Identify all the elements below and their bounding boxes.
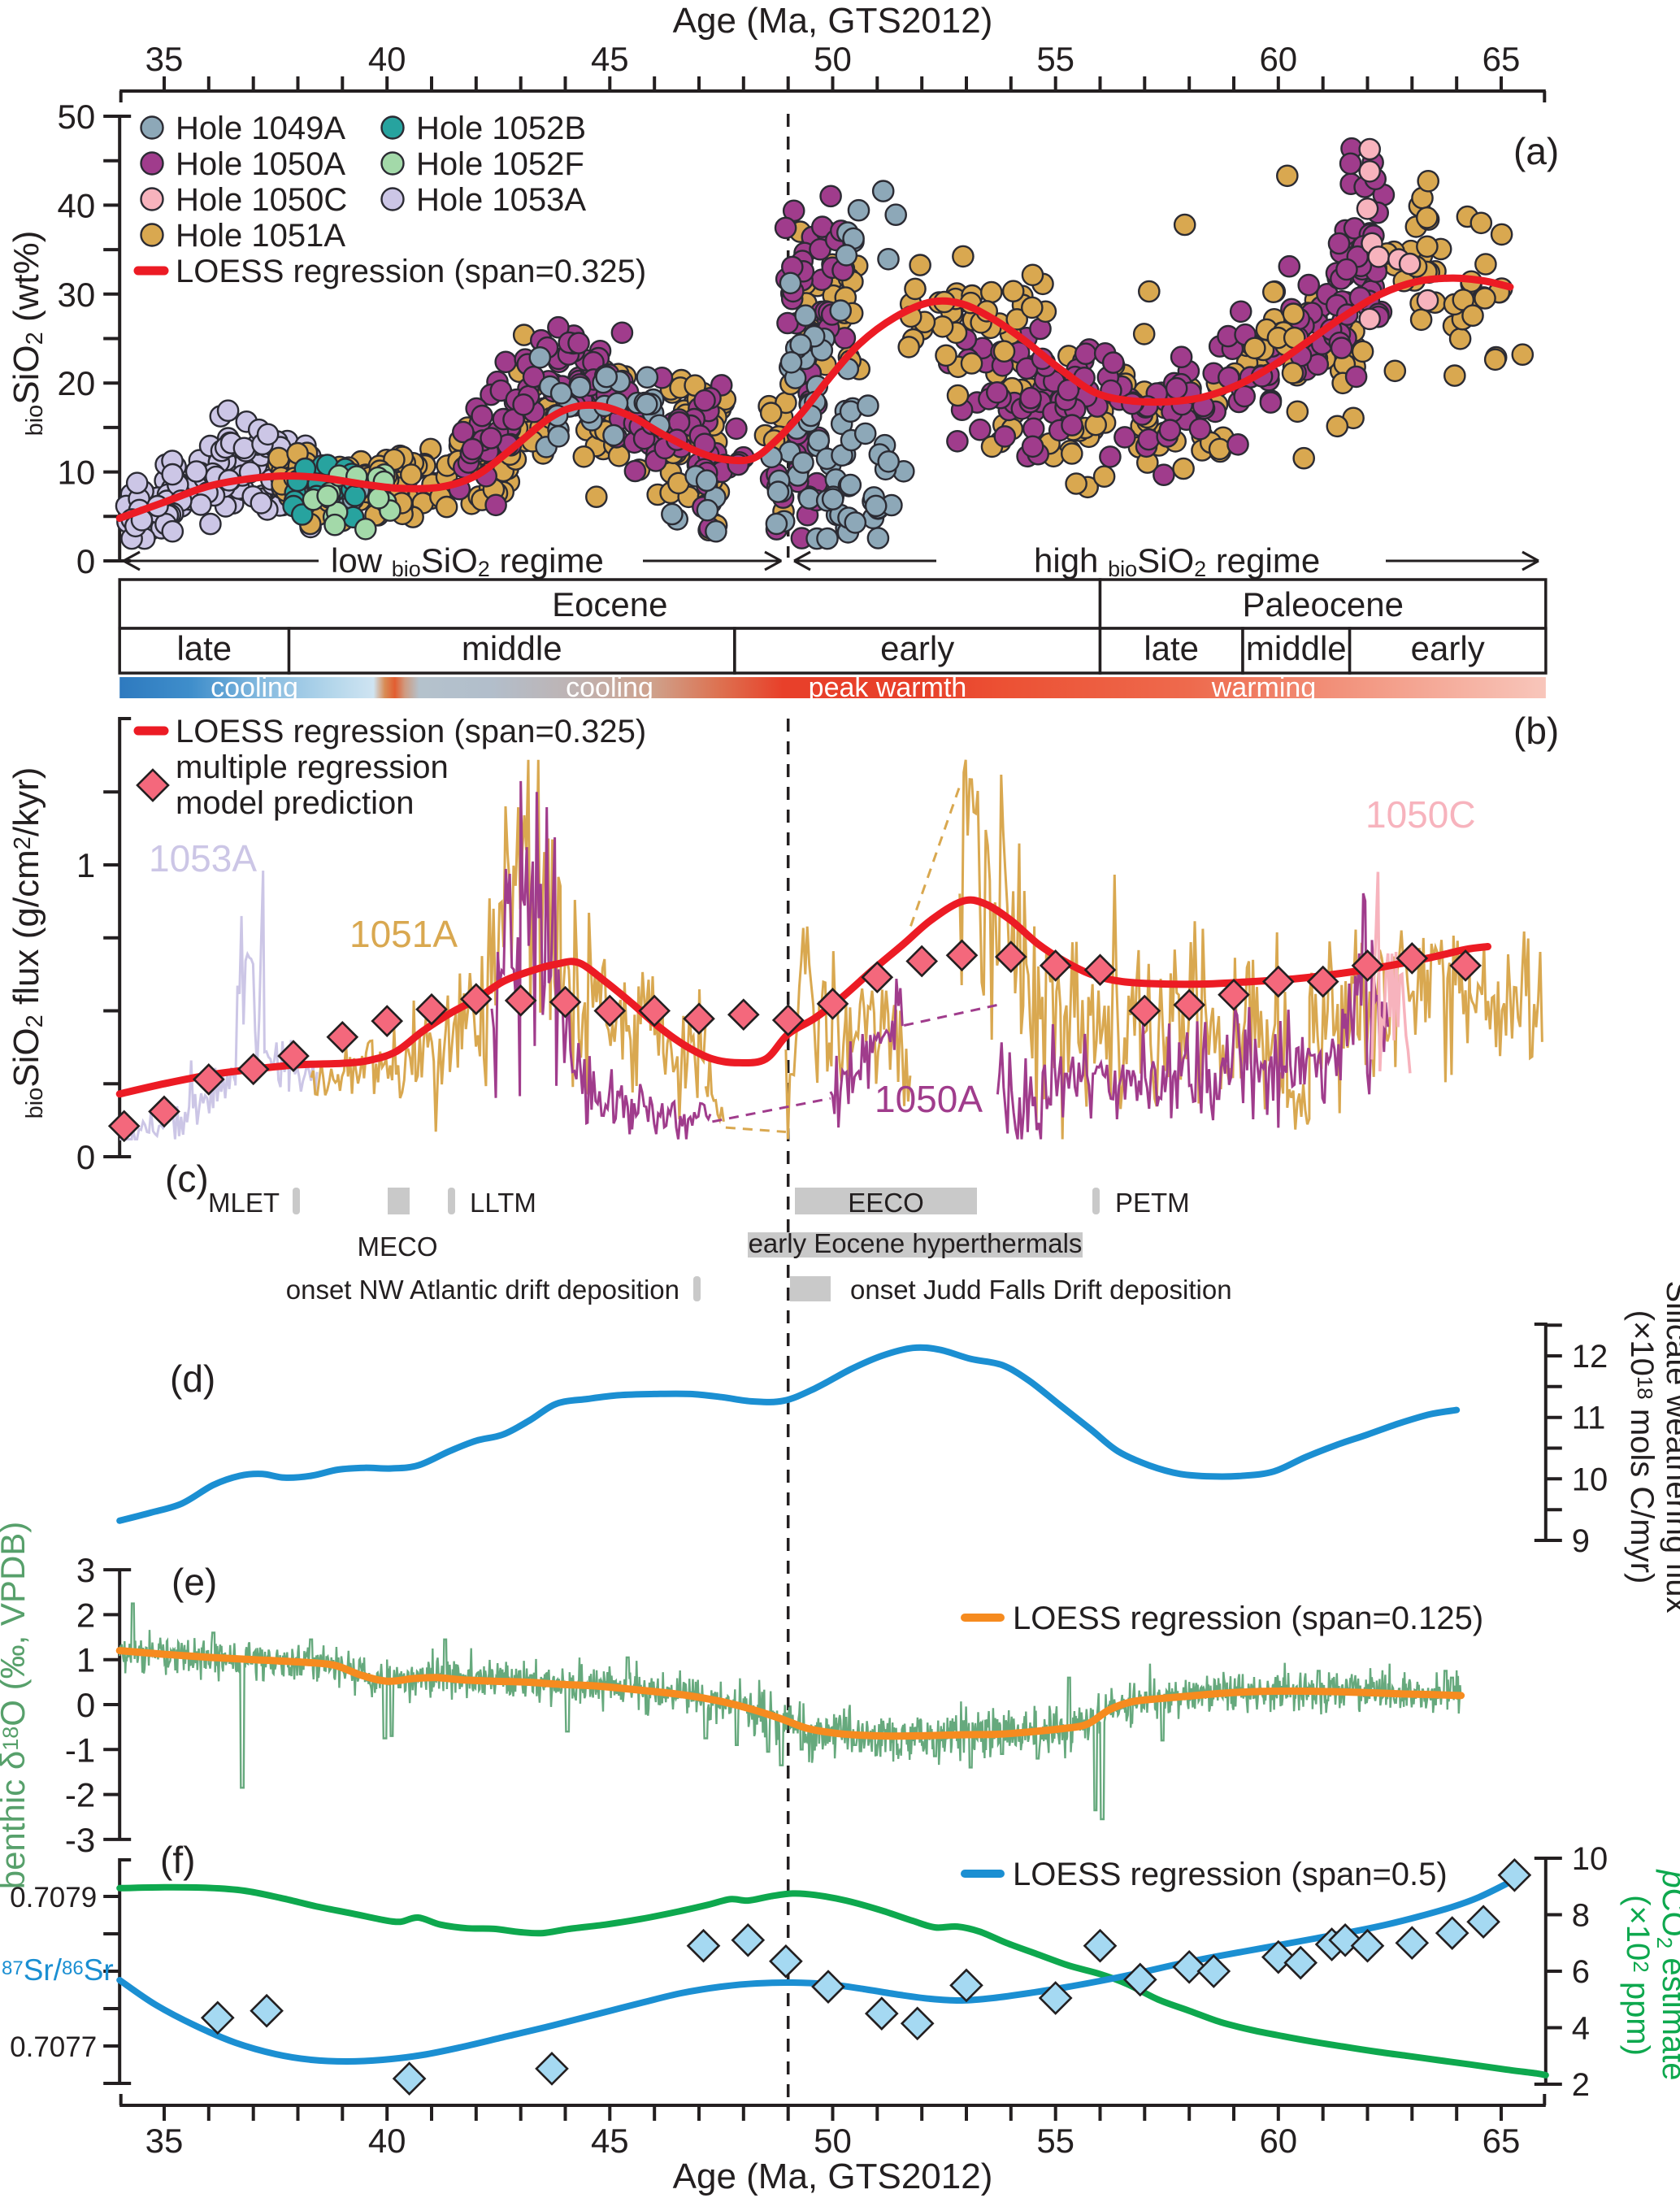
svg-text:late: late bbox=[176, 629, 232, 667]
svg-text:2: 2 bbox=[1572, 2067, 1590, 2103]
svg-text:1: 1 bbox=[76, 846, 95, 884]
svg-text:-3: -3 bbox=[65, 1821, 95, 1859]
svg-text:LOESS regression (span=0.125): LOESS regression (span=0.125) bbox=[1013, 1601, 1483, 1636]
svg-text:early Eocene hyperthermals: early Eocene hyperthermals bbox=[749, 1228, 1083, 1258]
svg-text:(b): (b) bbox=[1513, 710, 1559, 752]
svg-text:45: 45 bbox=[591, 2122, 629, 2160]
svg-text:0: 0 bbox=[76, 1138, 95, 1176]
svg-text:8: 8 bbox=[1572, 1898, 1590, 1934]
svg-text:10: 10 bbox=[1572, 1841, 1608, 1877]
svg-text:onset NW Atlantic drift deposi: onset NW Atlantic drift deposition bbox=[286, 1275, 679, 1305]
svg-text:peak warmth: peak warmth bbox=[809, 672, 967, 703]
svg-text:LOESS regression (span=0.325): LOESS regression (span=0.325) bbox=[176, 254, 646, 289]
svg-text:(a): (a) bbox=[1513, 130, 1559, 172]
svg-text:Silicate weathering flux: Silicate weathering flux bbox=[1660, 1280, 1680, 1613]
svg-text:1050A: 1050A bbox=[875, 1078, 983, 1120]
svg-text:LOESS regression (span=0.325): LOESS regression (span=0.325) bbox=[176, 714, 646, 749]
svg-text:40: 40 bbox=[368, 2122, 406, 2160]
svg-text:PETM: PETM bbox=[1115, 1188, 1190, 1218]
svg-text:1053A: 1053A bbox=[149, 837, 257, 880]
svg-text:low bioSiO2 regime: low bioSiO2 regime bbox=[331, 541, 604, 581]
svg-text:(f): (f) bbox=[160, 1839, 195, 1881]
svg-text:1050C: 1050C bbox=[1365, 793, 1476, 836]
svg-text:2: 2 bbox=[76, 1596, 95, 1634]
svg-text:9: 9 bbox=[1572, 1523, 1590, 1559]
svg-text:45: 45 bbox=[591, 40, 629, 78]
svg-text:early: early bbox=[1411, 629, 1485, 667]
svg-text:10: 10 bbox=[57, 454, 95, 492]
svg-text:0.7077: 0.7077 bbox=[10, 2031, 97, 2063]
svg-text:55: 55 bbox=[1036, 2122, 1074, 2160]
svg-text:multiple regression: multiple regression bbox=[176, 749, 449, 785]
svg-text:pCO2 estimate: pCO2 estimate bbox=[1653, 1869, 1680, 2080]
svg-text:middle: middle bbox=[462, 629, 562, 667]
svg-text:35: 35 bbox=[145, 2122, 184, 2160]
svg-text:Hole 1053A: Hole 1053A bbox=[416, 182, 586, 218]
svg-text:Hole 1050A: Hole 1050A bbox=[176, 146, 345, 182]
svg-text:high bioSiO2 regime: high bioSiO2 regime bbox=[1034, 541, 1320, 581]
svg-text:(×102 ppm): (×102 ppm) bbox=[1620, 1895, 1656, 2056]
svg-text:40: 40 bbox=[57, 186, 95, 224]
svg-text:1: 1 bbox=[76, 1641, 95, 1679]
svg-text:60: 60 bbox=[1259, 2122, 1297, 2160]
svg-text:50: 50 bbox=[57, 98, 95, 136]
svg-text:35: 35 bbox=[145, 40, 184, 78]
svg-text:EECO: EECO bbox=[848, 1188, 924, 1218]
svg-text:Hole 1049A: Hole 1049A bbox=[176, 111, 345, 146]
svg-text:0: 0 bbox=[76, 542, 95, 580]
svg-text:4: 4 bbox=[1572, 2011, 1590, 2047]
svg-text:Hole 1051A: Hole 1051A bbox=[176, 218, 345, 254]
svg-text:50: 50 bbox=[814, 2122, 852, 2160]
svg-text:10: 10 bbox=[1572, 1462, 1608, 1497]
svg-text:3: 3 bbox=[76, 1551, 95, 1589]
svg-text:Paleocene: Paleocene bbox=[1242, 585, 1404, 623]
svg-text:60: 60 bbox=[1259, 40, 1297, 78]
svg-text:Hole 1052F: Hole 1052F bbox=[416, 146, 584, 182]
svg-text:early: early bbox=[880, 629, 954, 667]
svg-text:warming: warming bbox=[1211, 672, 1316, 703]
svg-text:-1: -1 bbox=[65, 1731, 95, 1769]
svg-text:12: 12 bbox=[1572, 1339, 1608, 1375]
svg-text:0.7079: 0.7079 bbox=[10, 1882, 97, 1913]
svg-text:65: 65 bbox=[1482, 2122, 1521, 2160]
svg-text:55: 55 bbox=[1036, 40, 1074, 78]
svg-text:(e): (e) bbox=[171, 1561, 217, 1603]
svg-text:65: 65 bbox=[1482, 40, 1521, 78]
svg-text:-2: -2 bbox=[65, 1776, 95, 1814]
svg-text:onset Judd Falls Drift deposit: onset Judd Falls Drift deposition bbox=[850, 1275, 1232, 1305]
svg-text:late: late bbox=[1144, 629, 1199, 667]
svg-text:Age (Ma, GTS2012): Age (Ma, GTS2012) bbox=[673, 2157, 993, 2196]
svg-text:model prediction: model prediction bbox=[176, 785, 415, 821]
svg-text:Hole 1050C: Hole 1050C bbox=[176, 182, 347, 218]
svg-text:40: 40 bbox=[368, 40, 406, 78]
svg-text:LOESS regression (span=0.5): LOESS regression (span=0.5) bbox=[1013, 1857, 1448, 1892]
svg-text:Age (Ma, GTS2012): Age (Ma, GTS2012) bbox=[673, 1, 993, 41]
svg-text:middle: middle bbox=[1246, 629, 1347, 667]
svg-text:(×1018 mols C/myr): (×1018 mols C/myr) bbox=[1624, 1310, 1660, 1584]
svg-text:87Sr/86Sr: 87Sr/86Sr bbox=[2, 1953, 114, 1987]
svg-text:30: 30 bbox=[57, 276, 95, 314]
svg-text:(d): (d) bbox=[170, 1357, 215, 1400]
svg-text:MECO: MECO bbox=[358, 1231, 438, 1262]
svg-text:bioSiO2 flux (g/cm2/kyr): bioSiO2 flux (g/cm2/kyr) bbox=[7, 767, 48, 1119]
svg-text:Hole 1052B: Hole 1052B bbox=[416, 111, 586, 146]
svg-text:1051A: 1051A bbox=[349, 913, 458, 955]
svg-text:LLTM: LLTM bbox=[470, 1188, 536, 1218]
svg-text:0: 0 bbox=[76, 1686, 95, 1724]
svg-text:MLET: MLET bbox=[208, 1188, 280, 1218]
svg-text:Eocene: Eocene bbox=[552, 585, 667, 623]
svg-text:20: 20 bbox=[57, 364, 95, 402]
svg-text:6: 6 bbox=[1572, 1954, 1590, 1990]
svg-text:11: 11 bbox=[1572, 1401, 1606, 1436]
svg-text:benthic δ18O (‰, VPDB): benthic δ18O (‰, VPDB) bbox=[0, 1522, 32, 1890]
svg-text:(c): (c) bbox=[165, 1158, 209, 1200]
svg-text:50: 50 bbox=[814, 40, 852, 78]
svg-text:cooling: cooling bbox=[211, 672, 298, 703]
svg-text:cooling: cooling bbox=[566, 672, 653, 703]
